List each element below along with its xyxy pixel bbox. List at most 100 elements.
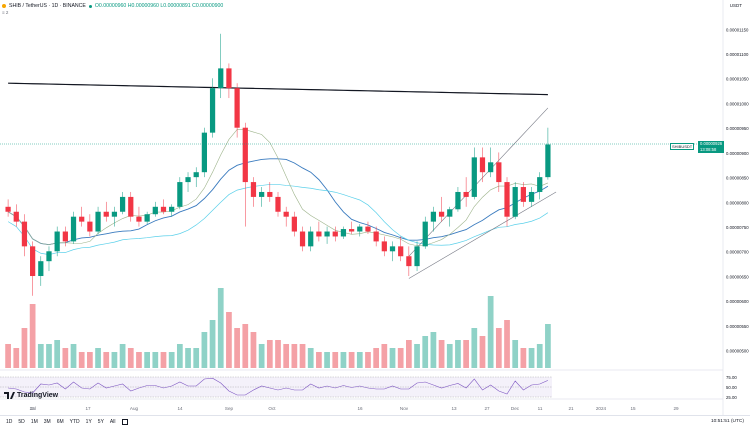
candle[interactable] bbox=[144, 211, 150, 225]
candle[interactable] bbox=[324, 226, 330, 244]
candle[interactable] bbox=[406, 246, 412, 277]
time-tick-label: 2024 bbox=[596, 406, 607, 411]
candle[interactable] bbox=[283, 206, 289, 227]
candle[interactable] bbox=[365, 221, 371, 234]
symbol-line[interactable]: SHIB / TetherUS · 1D · BINANCE O0.000009… bbox=[2, 3, 223, 9]
ohlc-values: O0.00000960 H0.00000960 L0.00000891 C0.0… bbox=[94, 3, 224, 9]
candle[interactable] bbox=[398, 236, 404, 262]
candle[interactable] bbox=[381, 236, 387, 257]
time-tick-label: 21 bbox=[568, 406, 574, 411]
candle[interactable] bbox=[357, 224, 363, 237]
candle[interactable] bbox=[430, 206, 437, 232]
candle[interactable] bbox=[54, 226, 60, 257]
candle[interactable] bbox=[250, 177, 257, 207]
candle[interactable] bbox=[545, 127, 551, 180]
candle[interactable] bbox=[160, 199, 167, 215]
range-all-button[interactable]: All bbox=[109, 419, 116, 425]
candle[interactable] bbox=[463, 177, 469, 207]
candle[interactable] bbox=[267, 182, 273, 202]
symbol-title[interactable]: SHIB / TetherUS · 1D · BINANCE bbox=[9, 3, 86, 9]
volume-bar bbox=[324, 352, 330, 368]
candle[interactable] bbox=[226, 63, 232, 99]
candle[interactable] bbox=[5, 199, 11, 217]
range-1y-button[interactable]: 1Y bbox=[85, 419, 92, 425]
candle[interactable] bbox=[299, 226, 306, 252]
volume-bar bbox=[54, 340, 61, 368]
candle[interactable] bbox=[537, 172, 543, 200]
candle[interactable] bbox=[488, 147, 494, 178]
candle[interactable] bbox=[152, 201, 158, 217]
candle[interactable] bbox=[512, 182, 518, 220]
range-6m-button[interactable]: 6M bbox=[56, 419, 64, 425]
candle[interactable] bbox=[422, 216, 428, 249]
candle[interactable] bbox=[234, 83, 240, 138]
candle[interactable] bbox=[87, 214, 93, 237]
candle[interactable] bbox=[185, 172, 191, 192]
candle[interactable] bbox=[177, 177, 183, 210]
candle[interactable] bbox=[332, 226, 338, 242]
trend-line[interactable] bbox=[408, 107, 549, 257]
volume-bar bbox=[193, 348, 200, 368]
candle[interactable] bbox=[70, 211, 77, 244]
candle[interactable] bbox=[348, 221, 355, 234]
candle[interactable] bbox=[414, 241, 420, 272]
candle[interactable] bbox=[373, 226, 379, 247]
indicator-toggle[interactable]: ≡ 2 bbox=[2, 10, 9, 15]
volume-bar bbox=[365, 352, 371, 368]
candle[interactable] bbox=[21, 214, 28, 257]
candle[interactable] bbox=[193, 167, 199, 188]
time-tick-label: Oct bbox=[268, 406, 276, 411]
candle[interactable] bbox=[447, 206, 453, 227]
candle[interactable] bbox=[275, 191, 281, 217]
volume-bar bbox=[119, 344, 126, 368]
tradingview-logo[interactable]: TradingView bbox=[4, 392, 58, 399]
candle[interactable] bbox=[496, 152, 502, 192]
candle[interactable] bbox=[201, 127, 208, 178]
calendar-icon[interactable] bbox=[122, 419, 129, 425]
currency-label[interactable]: USDT bbox=[729, 3, 742, 8]
trend-line[interactable] bbox=[408, 191, 557, 279]
candle[interactable] bbox=[38, 256, 44, 286]
clock[interactable]: 10:51:51 (UTC) bbox=[710, 419, 744, 424]
candle[interactable] bbox=[13, 204, 19, 227]
candle[interactable] bbox=[218, 33, 224, 99]
candle[interactable] bbox=[528, 187, 535, 207]
candle[interactable] bbox=[340, 226, 347, 239]
candle[interactable] bbox=[504, 177, 510, 227]
candle[interactable] bbox=[316, 221, 322, 242]
candle[interactable] bbox=[520, 182, 526, 207]
candle[interactable] bbox=[291, 211, 297, 237]
candle[interactable] bbox=[169, 204, 175, 217]
candle[interactable] bbox=[103, 201, 109, 222]
range-5d-button[interactable]: 5D bbox=[18, 419, 25, 425]
rsi-tick-label: 25.00 bbox=[726, 395, 737, 400]
candle[interactable] bbox=[389, 241, 396, 262]
candle[interactable] bbox=[308, 226, 314, 252]
candle[interactable] bbox=[30, 241, 36, 296]
candle[interactable] bbox=[95, 206, 101, 234]
candle[interactable] bbox=[111, 206, 118, 227]
range-3m-button[interactable]: 3M bbox=[43, 419, 51, 425]
range-ytd-button[interactable]: YTD bbox=[69, 419, 80, 425]
price-axis[interactable]: 0.00001150 0.00001100 0.00001050 0.00001000… bbox=[726, 27, 749, 353]
candle[interactable] bbox=[209, 78, 216, 138]
candle[interactable] bbox=[242, 122, 248, 227]
candle[interactable] bbox=[471, 147, 477, 200]
candle[interactable] bbox=[455, 187, 461, 212]
range-1d-button[interactable]: 1D bbox=[6, 419, 13, 425]
candle[interactable] bbox=[79, 206, 85, 227]
range-5y-button[interactable]: 5Y bbox=[97, 419, 104, 425]
candle[interactable] bbox=[438, 196, 445, 222]
candle[interactable] bbox=[119, 191, 126, 215]
candle[interactable] bbox=[136, 206, 142, 227]
volume-bar bbox=[373, 348, 380, 368]
candle[interactable] bbox=[479, 147, 486, 183]
range-1m-button[interactable]: 1M bbox=[30, 419, 38, 425]
candle[interactable] bbox=[62, 226, 68, 247]
candle[interactable] bbox=[259, 187, 265, 207]
candles[interactable] bbox=[5, 33, 551, 296]
candle[interactable] bbox=[128, 191, 134, 222]
candle[interactable] bbox=[46, 246, 52, 272]
